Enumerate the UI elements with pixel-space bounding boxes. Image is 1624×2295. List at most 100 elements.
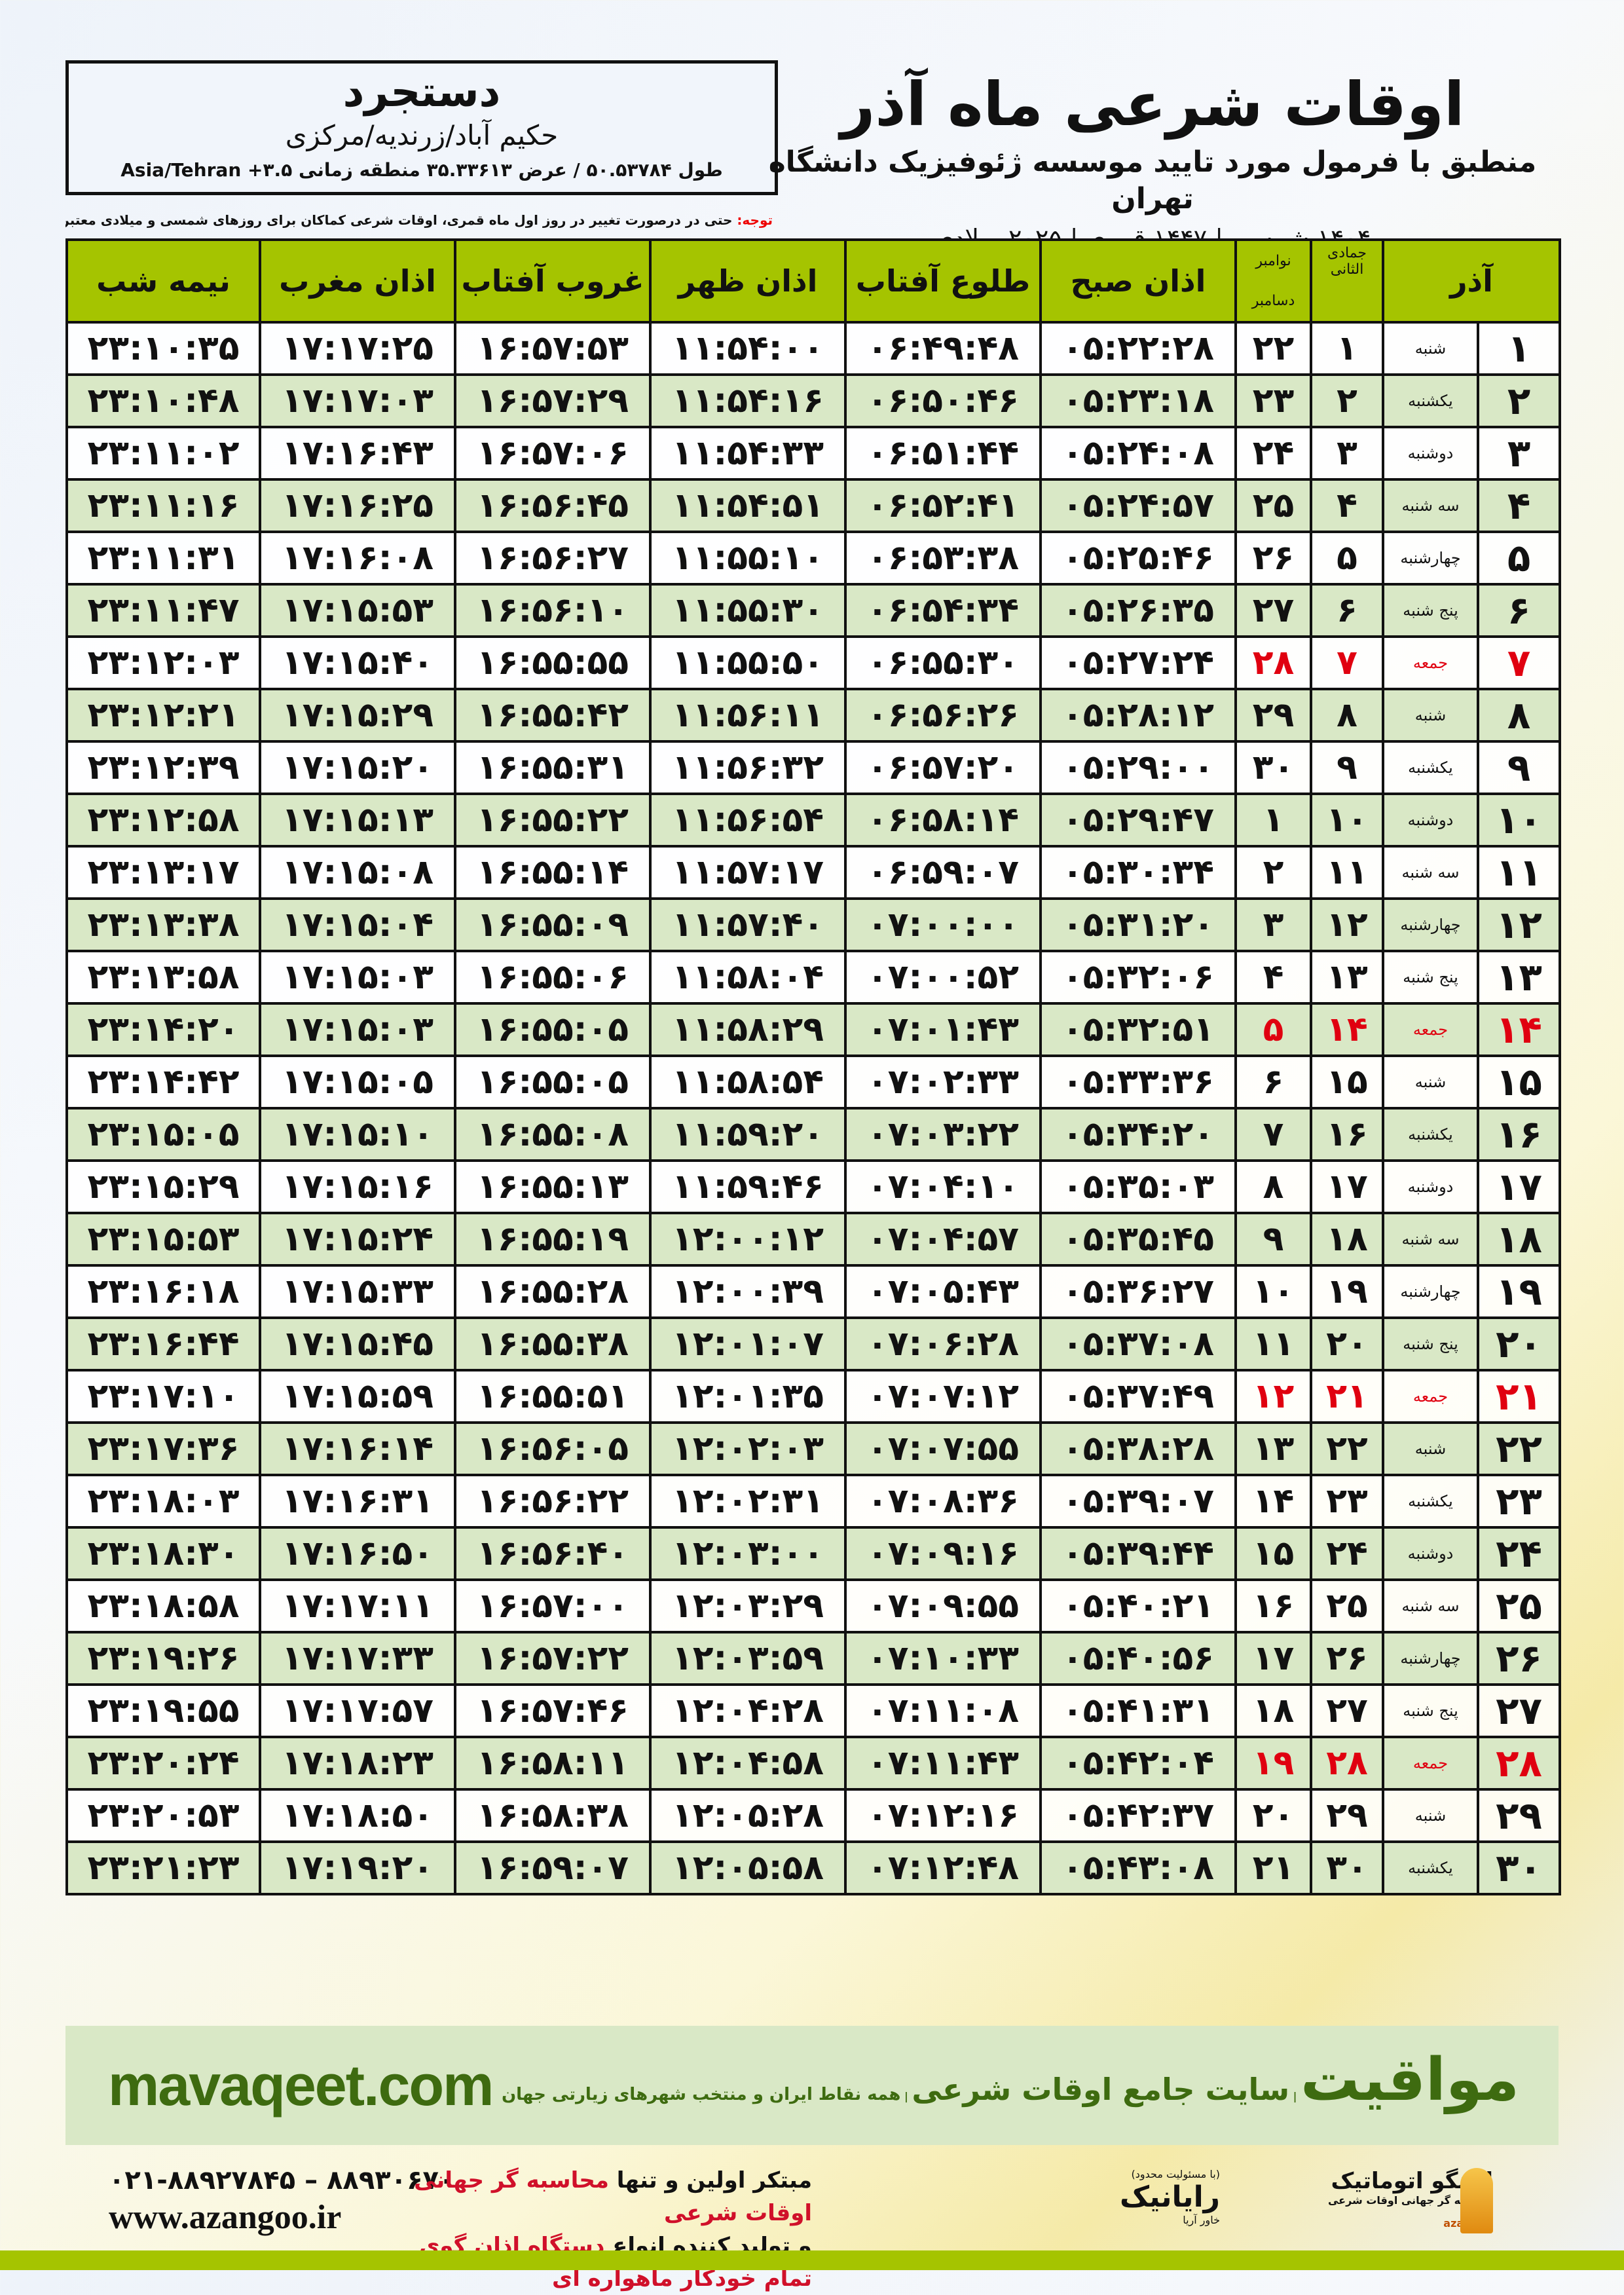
- cell-midnight: ۲۳:۱۸:۰۳: [65, 1474, 261, 1529]
- cell-weekday: یکشنبه: [1381, 1107, 1480, 1162]
- cell-weekday: دوشنبه: [1381, 1526, 1480, 1581]
- table-row: ۲۹ شنبه ۲۹ ۲۰ ۰۵:۴۲:۳۷ ۰۷:۱۲:۱۶ ۱۲:۰۵:۲۸ ۱۶:۵۸:…: [65, 1788, 1562, 1843]
- header-fajr: اذان صبح: [1039, 238, 1237, 324]
- cell-sunrise: ۰۷:۰۴:۵۷: [844, 1212, 1042, 1267]
- cell-day: ۲۸: [1477, 1736, 1562, 1791]
- cell-sunset: ۱۶:۵۶:۲۲: [454, 1474, 652, 1529]
- brand-logo: مواقیت: [1301, 2045, 1519, 2114]
- cell-hijri: ۱: [1310, 321, 1384, 376]
- cell-sunrise: ۰۶:۵۳:۳۸: [844, 531, 1042, 586]
- cell-hijri: ۲۸: [1310, 1736, 1384, 1791]
- cell-hijri: ۱۵: [1310, 1054, 1384, 1110]
- cell-day: ۷: [1477, 635, 1562, 690]
- cell-dhuhr: ۱۱:۵۷:۱۷: [649, 845, 847, 900]
- cell-maghrib: ۱۷:۱۵:۲۰: [259, 740, 456, 795]
- cell-midnight: ۲۳:۱۳:۳۸: [65, 897, 261, 952]
- cell-midnight: ۲۳:۱۲:۲۱: [65, 688, 261, 743]
- cell-fajr: ۰۵:۲۵:۴۶: [1039, 531, 1237, 586]
- cell-greg: ۴: [1234, 950, 1312, 1005]
- cell-day: ۳۰: [1477, 1840, 1562, 1895]
- cell-weekday: چهارشنبه: [1381, 1264, 1480, 1319]
- cell-sunset: ۱۶:۵۵:۲۲: [454, 793, 652, 848]
- cell-dhuhr: ۱۲:۰۱:۳۵: [649, 1369, 847, 1424]
- cell-maghrib: ۱۷:۱۶:۱۴: [259, 1421, 456, 1476]
- cell-midnight: ۲۳:۱۲:۳۹: [65, 740, 261, 795]
- cell-fajr: ۰۵:۴۱:۳۱: [1039, 1683, 1237, 1738]
- cell-sunrise: ۰۷:۱۰:۳۳: [844, 1631, 1042, 1686]
- cell-sunset: ۱۶:۵۸:۳۸: [454, 1788, 652, 1843]
- bottom-bar: [0, 2250, 1624, 2270]
- cell-weekday: دوشنبه: [1381, 1159, 1480, 1214]
- cell-hijri: ۳: [1310, 426, 1384, 481]
- cell-dhuhr: ۱۲:۰۲:۰۳: [649, 1421, 847, 1476]
- cell-fajr: ۰۵:۳۱:۲۰: [1039, 897, 1237, 952]
- cell-day: ۸: [1477, 688, 1562, 743]
- cell-sunrise: ۰۶:۵۹:۰۷: [844, 845, 1042, 900]
- cell-day: ۲۳: [1477, 1474, 1562, 1529]
- cell-day: ۲۶: [1477, 1631, 1562, 1686]
- phone-numbers: ۰۲۱-۸۸۹۲۷۸۴۵ – ۸۸۹۳۰۶۷۰: [109, 2165, 455, 2195]
- brand-sub: همه نقاط ایران و منتخب شهرهای زیارتی جها…: [501, 2085, 901, 2104]
- mavaqeet-link[interactable]: mavaqeet.com: [108, 2053, 494, 2118]
- cell-day: ۱۷: [1477, 1159, 1562, 1214]
- table-row: ۱۷ دوشنبه ۱۷ ۸ ۰۵:۳۵:۰۳ ۰۷:۰۴:۱۰ ۱۱:۵۹:۴۶ ۱۶:۵۵…: [65, 1159, 1562, 1214]
- cell-dhuhr: ۱۲:۰۵:۲۸: [649, 1788, 847, 1843]
- cell-sunrise: ۰۷:۰۸:۳۶: [844, 1474, 1042, 1529]
- cell-maghrib: ۱۷:۱۷:۰۳: [259, 373, 456, 428]
- table-row: ۱۹ چهارشنبه ۱۹ ۱۰ ۰۵:۳۶:۲۷ ۰۷:۰۵:۴۳ ۱۲:۰۰:۳۹ ۱۶…: [65, 1264, 1562, 1319]
- table-row: ۲۷ پنج شنبه ۲۷ ۱۸ ۰۵:۴۱:۳۱ ۰۷:۱۱:۰۸ ۱۲:۰۴:۲۸ ۱۶…: [65, 1683, 1562, 1738]
- cell-dhuhr: ۱۱:۵۴:۳۳: [649, 426, 847, 481]
- cell-dhuhr: ۱۲:۰۳:۰۰: [649, 1526, 847, 1581]
- header-azar: آذر: [1381, 238, 1562, 324]
- location-box: دستجرد حکیم آباد/زرندیه/مرکزی طول ۵۰.۵۳۷…: [65, 60, 778, 195]
- cell-day: ۱: [1477, 321, 1562, 376]
- header-dhuhr: اذان ظهر: [649, 238, 847, 324]
- cell-dhuhr: ۱۲:۰۱:۰۷: [649, 1316, 847, 1371]
- cell-sunset: ۱۶:۵۷:۰۶: [454, 426, 652, 481]
- header-hijri: جمادی الثانی: [1310, 238, 1384, 324]
- cell-midnight: ۲۳:۱۲:۵۸: [65, 793, 261, 848]
- cell-hijri: ۹: [1310, 740, 1384, 795]
- cell-midnight: ۲۳:۱۹:۲۶: [65, 1631, 261, 1686]
- table-row: ۲۶ چهارشنبه ۲۶ ۱۷ ۰۵:۴۰:۵۶ ۰۷:۱۰:۳۳ ۱۲:۰۳:۵۹ ۱۶…: [65, 1631, 1562, 1686]
- cell-hijri: ۲۰: [1310, 1316, 1384, 1371]
- cell-weekday: شنبه: [1381, 688, 1480, 743]
- cell-sunset: ۱۶:۵۹:۰۷: [454, 1840, 652, 1895]
- table-row: ۱۲ چهارشنبه ۱۲ ۳ ۰۵:۳۱:۲۰ ۰۷:۰۰:۰۰ ۱۱:۵۷:۴۰ ۱۶:…: [65, 897, 1562, 952]
- cell-sunrise: ۰۷:۰۶:۲۸: [844, 1316, 1042, 1371]
- cell-weekday: یکشنبه: [1381, 1474, 1480, 1529]
- cell-weekday: جمعه: [1381, 1736, 1480, 1791]
- cell-sunset: ۱۶:۵۵:۳۱: [454, 740, 652, 795]
- slogan1-a: مبتکر اولین و تنها: [608, 2167, 812, 2193]
- cell-dhuhr: ۱۱:۵۸:۲۹: [649, 1002, 847, 1057]
- cell-sunset: ۱۶:۵۷:۰۰: [454, 1578, 652, 1633]
- cell-weekday: جمعه: [1381, 1002, 1480, 1057]
- table-row: ۱ شنبه ۱ ۲۲ ۰۵:۲۲:۲۸ ۰۶:۴۹:۴۸ ۱۱:۵۴:۰۰ ۱۶:۵۷:۵۳…: [65, 321, 1562, 376]
- cell-sunrise: ۰۷:۰۰:۵۲: [844, 950, 1042, 1005]
- cell-fajr: ۰۵:۴۲:۰۴: [1039, 1736, 1237, 1791]
- header-gregorian: نوامبر دسامبر: [1234, 238, 1312, 324]
- cell-fajr: ۰۵:۳۵:۴۵: [1039, 1212, 1237, 1267]
- cell-weekday: چهارشنبه: [1381, 1631, 1480, 1686]
- note-text: حتی در درصورت تغییر در روز اول ماه قمری،…: [65, 212, 737, 228]
- cell-greg: ۲: [1234, 845, 1312, 900]
- cell-fajr: ۰۵:۲۸:۱۲: [1039, 688, 1237, 743]
- cell-maghrib: ۱۷:۱۹:۲۰: [259, 1840, 456, 1895]
- cell-weekday: سه شنبه: [1381, 478, 1480, 533]
- cell-greg: ۱۵: [1234, 1526, 1312, 1581]
- cell-dhuhr: ۱۱:۵۹:۲۰: [649, 1107, 847, 1162]
- cell-sunset: ۱۶:۵۵:۵۵: [454, 635, 652, 690]
- cell-midnight: ۲۳:۱۷:۳۶: [65, 1421, 261, 1476]
- cell-greg: ۱: [1234, 793, 1312, 848]
- cell-day: ۲: [1477, 373, 1562, 428]
- cell-greg: ۳۰: [1234, 740, 1312, 795]
- cell-greg: ۱۲: [1234, 1369, 1312, 1424]
- cell-fajr: ۰۵:۴۳:۰۸: [1039, 1840, 1237, 1895]
- table-row: ۱۶ یکشنبه ۱۶ ۷ ۰۵:۳۴:۲۰ ۰۷:۰۳:۲۲ ۱۱:۵۹:۲۰ ۱۶:۵۵…: [65, 1107, 1562, 1162]
- cell-hijri: ۱۷: [1310, 1159, 1384, 1214]
- cell-maghrib: ۱۷:۱۵:۰۳: [259, 1002, 456, 1057]
- azangoo-link[interactable]: www.azangoo.ir: [109, 2199, 342, 2236]
- cell-sunrise: ۰۷:۰۳:۲۲: [844, 1107, 1042, 1162]
- cell-midnight: ۲۳:۱۱:۱۶: [65, 478, 261, 533]
- table-row: ۳ دوشنبه ۳ ۲۴ ۰۵:۲۴:۰۸ ۰۶:۵۱:۴۴ ۱۱:۵۴:۳۳ ۱۶:۵۷:…: [65, 426, 1562, 481]
